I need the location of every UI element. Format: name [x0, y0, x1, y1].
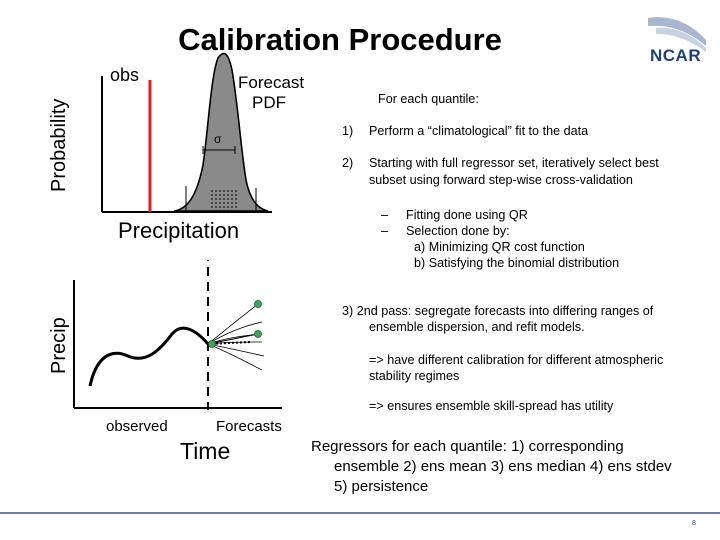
- regressors-line1: Regressors for each quantile: 1) corresp…: [311, 438, 624, 455]
- observed-label: observed: [106, 418, 168, 435]
- ensemble-member-line: [207, 343, 265, 357]
- forecast-label-line2: PDF: [252, 93, 286, 112]
- dash1-text: Fitting done using QR: [406, 208, 528, 222]
- regressors-line2: ensemble 2) ens mean 3) ens median 4) en…: [334, 458, 672, 475]
- note1-line1: => have different calibration for differ…: [369, 353, 664, 367]
- time-axis-label: Time: [180, 438, 231, 464]
- forecast-label-line1: Forecast: [238, 73, 305, 92]
- ensemble-mean-line: [207, 341, 251, 345]
- ncar-logo: [648, 17, 706, 52]
- forecast-pdf-curve: [173, 52, 269, 212]
- note1-line2: stability regimes: [369, 369, 460, 383]
- sub-item-b: b) Satisfying the binomial distribution: [414, 256, 620, 270]
- dash2-mark: –: [381, 224, 389, 238]
- timeseries-figure: [73, 260, 282, 410]
- step3-line1: 3) 2nd pass: segregate forecasts into di…: [342, 304, 654, 318]
- ensemble-member-line: [207, 343, 263, 371]
- step1-number: 1): [342, 124, 354, 138]
- step2-line1: Starting with full regressor set, iterat…: [369, 156, 659, 170]
- ensemble-member-line: [207, 321, 263, 345]
- step2-line2: subset using forward step-wise cross-val…: [369, 173, 633, 187]
- forecasts-label: Forecasts: [216, 418, 282, 435]
- step1-text: Perform a “climatological” fit to the da…: [369, 124, 589, 138]
- obs-label: obs: [110, 65, 140, 85]
- dash1-mark: –: [381, 208, 389, 222]
- ensemble-dot: [208, 340, 216, 348]
- step3-line2: ensemble dispersion, and refit models.: [369, 320, 585, 334]
- page-number: 8: [692, 520, 696, 527]
- sigma-symbol: σ: [214, 132, 222, 146]
- regressors-line3: 5) persistence: [334, 478, 429, 495]
- footer-rule: [0, 512, 720, 514]
- ncar-logo-text: NCAR: [650, 46, 702, 65]
- ensemble-dot: [254, 300, 262, 308]
- slide-title: Calibration Procedure: [178, 22, 502, 57]
- step2-number: 2): [342, 156, 354, 170]
- note2: => ensures ensemble skill-spread has uti…: [369, 399, 614, 413]
- procedure-heading: For each quantile:: [378, 92, 479, 106]
- sub-item-a: a) Minimizing QR cost function: [414, 240, 585, 254]
- ensemble-member-line: [207, 333, 259, 345]
- precipitation-axis-label: Precipitation: [118, 218, 240, 243]
- ensemble-dot: [254, 330, 262, 338]
- observed-trace: [88, 326, 210, 387]
- pdf-figure: σ: [101, 52, 272, 213]
- dash2-text: Selection done by:: [406, 224, 510, 238]
